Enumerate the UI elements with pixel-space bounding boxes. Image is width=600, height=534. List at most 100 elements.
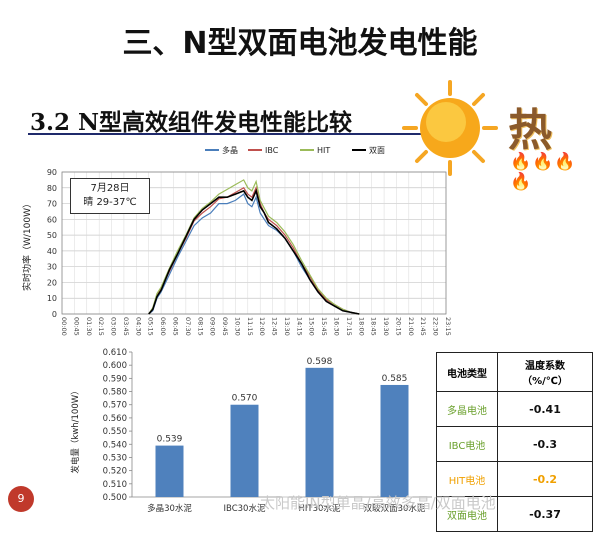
y-tick-label: 0.600 — [103, 361, 127, 371]
series-line-4 — [148, 188, 360, 315]
y-tick-label: 0.540 — [103, 440, 127, 450]
table-header-coef-unit: （%/℃） — [522, 376, 568, 387]
weather-annotation: 7月28日 晴 29-37℃ — [70, 178, 150, 214]
x-tick-label: 21:45 — [419, 317, 427, 336]
page-number: 9 — [8, 486, 34, 512]
annotation-weather: 晴 29-37℃ — [83, 197, 137, 208]
x-tick-label: 15:00 — [308, 317, 316, 336]
legend-label: 多晶 — [222, 145, 238, 155]
legend-label: 双面 — [369, 146, 385, 155]
x-tick-label: IBC30水泥 — [224, 503, 266, 514]
x-tick-label: 08:15 — [196, 317, 204, 336]
bar-value-label: 0.539 — [157, 435, 183, 445]
table-header-coef-label: 温度系数 — [525, 361, 565, 372]
table-row-value: -0.2 — [497, 461, 593, 497]
bar — [155, 445, 184, 497]
x-tick-label: 03:00 — [110, 317, 118, 336]
x-tick-label: 14:15 — [295, 317, 303, 336]
y-tick-label: 60 — [47, 215, 57, 224]
x-tick-label: 01:30 — [85, 317, 93, 336]
x-tick-label: 17:15 — [345, 317, 353, 336]
y-axis-label: 发电量（kwh/100W） — [70, 386, 81, 473]
table-header-type: 电池类型 — [436, 352, 498, 392]
x-tick-label: 19:30 — [382, 317, 390, 336]
x-tick-label: 16:30 — [333, 317, 341, 336]
x-tick-label: 00:45 — [72, 317, 80, 336]
x-tick-label: 20:15 — [394, 317, 402, 336]
sun-icon — [402, 80, 498, 176]
annotation-date: 7月28日 — [90, 183, 130, 194]
x-tick-label: 22:30 — [432, 317, 440, 336]
y-tick-label: 20 — [47, 278, 57, 287]
x-tick-label: 10:30 — [233, 317, 241, 336]
table-row-value: -0.41 — [497, 391, 593, 427]
x-tick-label: 09:45 — [221, 317, 229, 336]
x-tick-label: 04:30 — [134, 317, 142, 336]
y-tick-label: 0.590 — [103, 374, 127, 384]
x-tick-label: 11:15 — [246, 317, 254, 336]
x-tick-label: 06:00 — [159, 317, 167, 336]
y-axis-label: 实时功率（W/100W） — [21, 199, 33, 291]
x-tick-label: 多晶30水泥 — [147, 503, 192, 514]
table-header-coef: 温度系数 （%/℃） — [497, 352, 593, 392]
table-row-name: 双面电池 — [436, 496, 498, 532]
y-tick-label: 40 — [47, 247, 57, 256]
energy-bar-chart: 0.500 0.510 0.520 0.530 0.540 0.550 0.560 0.570… — [70, 348, 432, 514]
y-tick-label: 70 — [47, 200, 57, 209]
y-tick-label: 90 — [47, 168, 57, 177]
series-line-3 — [148, 179, 360, 315]
y-tick-label: 30 — [47, 263, 57, 272]
y-tick-label: 0.570 — [103, 401, 127, 411]
power-line-chart: 0 10 20 30 40 50 60 70 80 90 00:00 00:45 01:30 02:15 0… — [21, 145, 452, 336]
x-tick-label: 13:30 — [283, 317, 291, 336]
y-tick-label: 0.560 — [103, 414, 127, 424]
y-tick-label: 0.500 — [103, 493, 127, 503]
bar — [230, 404, 259, 497]
x-tick-label: 00:00 — [60, 317, 68, 336]
hot-icon: 热 🔥🔥🔥🔥 — [502, 92, 582, 192]
flames-icon: 🔥🔥🔥🔥 — [510, 152, 577, 192]
table-row-name: 多晶电池 — [436, 391, 498, 427]
x-tick-label: 双玻双面30水泥 — [364, 503, 426, 514]
plot-frame — [61, 171, 447, 315]
x-tick-label: 18:00 — [357, 317, 365, 336]
y-tick-label: 0.520 — [103, 467, 127, 477]
table-row-value: -0.3 — [497, 426, 593, 462]
x-tick-label: 12:45 — [271, 317, 279, 336]
temperature-coefficient-table: 电池类型 温度系数 （%/℃） 多晶电池 -0.41 IBC电池 -0.3 HI… — [436, 352, 593, 532]
hot-character: 热 — [508, 105, 552, 156]
bar-value-label: 0.598 — [307, 357, 333, 367]
y-tick-label: 0 — [52, 310, 57, 319]
x-tick-label: 02:15 — [97, 317, 105, 336]
y-tick-label: 0.510 — [103, 480, 127, 490]
x-tick-label: 12:00 — [258, 317, 266, 336]
legend-label: IBC — [265, 146, 279, 155]
x-tick-label: 21:00 — [407, 317, 415, 336]
title-underline — [28, 133, 428, 135]
bar-value-label: 0.570 — [232, 394, 258, 404]
bar — [380, 384, 409, 497]
x-tick-label: HIT30水泥 — [299, 503, 341, 514]
y-tick-label: 0.530 — [103, 453, 127, 463]
series-line-1 — [148, 193, 360, 315]
x-tick-label: 05:15 — [147, 317, 155, 336]
table-row-value: -0.37 — [497, 496, 593, 532]
legend-label: HIT — [317, 146, 330, 155]
x-tick-label: 09:00 — [209, 317, 217, 336]
watermark-text: 太阳能IN型单晶/高效多晶/双面电池 — [260, 494, 496, 512]
y-tick-label: 0.550 — [103, 427, 127, 437]
x-tick-label: 15:45 — [320, 317, 328, 336]
x-tick-label: 03:45 — [122, 317, 130, 336]
x-tick-label: 07:30 — [184, 317, 192, 336]
y-tick-label: 0.580 — [103, 388, 127, 398]
section-subtitle: 3.2 N型高效组件发电性能比较 — [30, 109, 353, 136]
bar-value-label: 0.585 — [382, 374, 408, 384]
x-tick-label: 18:45 — [370, 317, 378, 336]
y-tick-label: 10 — [47, 294, 57, 303]
y-tick-label: 80 — [47, 184, 57, 193]
slide-title: 三、N型双面电池发电性能 — [122, 26, 478, 61]
x-tick-label: 23:15 — [444, 317, 452, 336]
table-row-name: IBC电池 — [436, 426, 498, 462]
y-tick-label: 0.610 — [103, 348, 127, 358]
x-tick-label: 06:45 — [171, 317, 179, 336]
